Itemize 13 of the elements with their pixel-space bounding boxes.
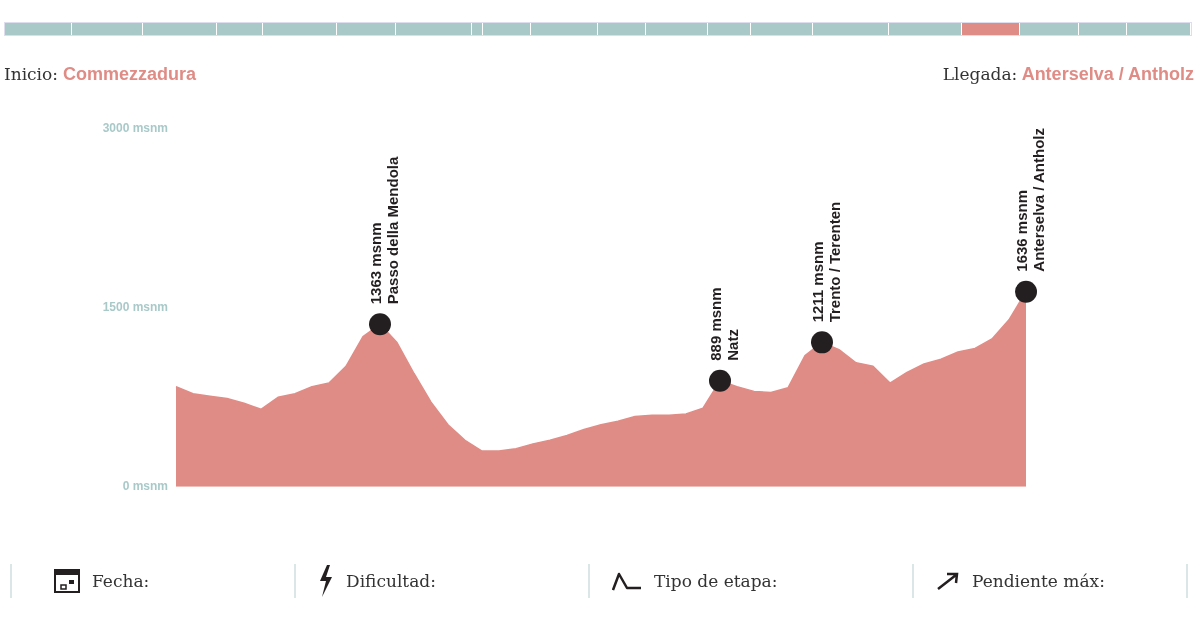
data-label: 1363 msnm Passo della Mendola xyxy=(367,156,401,305)
data-label: 1211 msnm Trento / Terenten xyxy=(809,201,843,323)
y-tick-label: 1500 msnm xyxy=(102,300,168,315)
data-label: 1636 msnm Anterselva / Antholz xyxy=(1013,128,1047,272)
y-tick-label: 3000 msnm xyxy=(102,121,168,136)
text: Fecha: xyxy=(92,571,150,591)
text: Dificultad: xyxy=(346,571,436,591)
text: Tipo de etapa: xyxy=(654,571,778,591)
text: Pendiente máx: xyxy=(972,571,1105,591)
data-label: 889 msnm Natz xyxy=(707,287,741,361)
text: Llegada: Anterselva / Antholz xyxy=(942,64,1194,84)
text: Inicio: Commezzadura xyxy=(4,64,197,84)
y-tick-label: 0 msnm xyxy=(122,479,168,494)
